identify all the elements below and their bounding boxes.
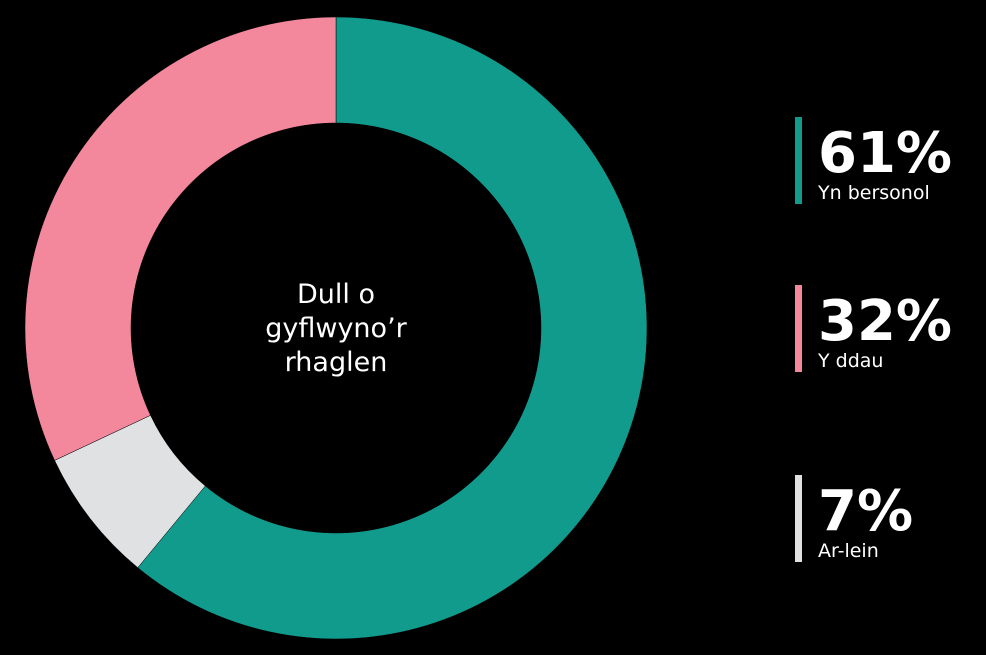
donut-slice [137, 16, 648, 640]
legend-label: Y ddau [817, 350, 883, 372]
legend-swatch [795, 475, 802, 562]
legend-value: 32% [818, 289, 952, 354]
chart-title: Dull o gyflwyno’r rhaglen [265, 279, 407, 378]
legend-value: 7% [818, 479, 913, 544]
donut-slice [24, 16, 337, 461]
legend-label: Yn bersonol [817, 182, 930, 204]
legend-value: 61% [818, 121, 952, 186]
legend-label: Ar-lein [818, 540, 879, 562]
legend-swatch [795, 117, 802, 204]
legend-swatch [795, 285, 802, 372]
